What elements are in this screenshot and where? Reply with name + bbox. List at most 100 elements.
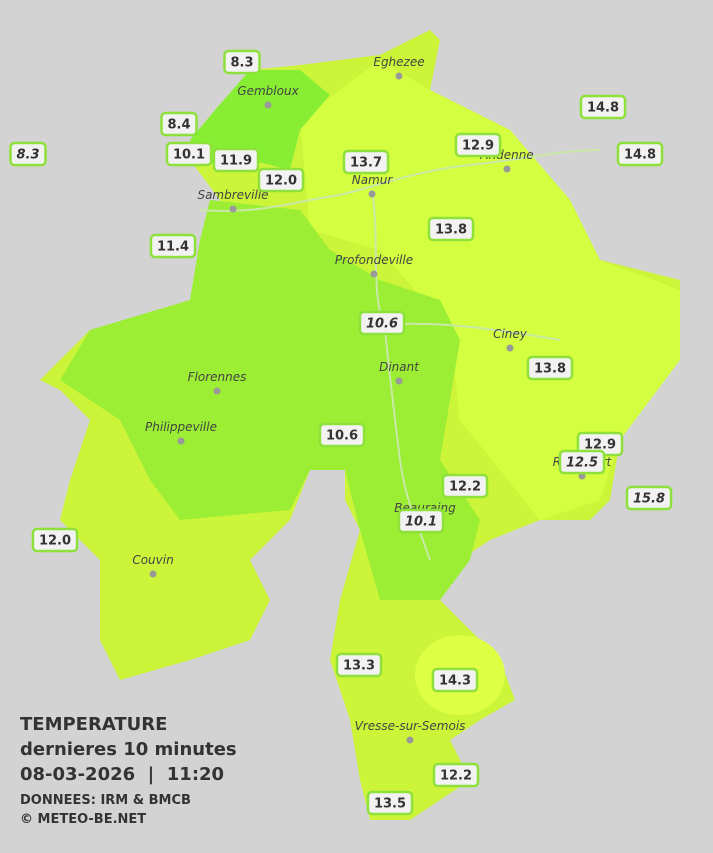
station-box xyxy=(454,132,502,158)
station: 12.5 xyxy=(558,449,606,475)
station: 13.7 xyxy=(342,149,390,175)
station-value: 13.8 xyxy=(435,223,467,238)
cold-zone xyxy=(190,70,330,170)
city-label: Namur xyxy=(352,173,394,187)
station-box xyxy=(257,167,305,193)
station-value: 10.1 xyxy=(173,148,205,163)
station-value: 12.0 xyxy=(265,174,297,189)
station-value: 10.1 xyxy=(405,515,437,530)
station-box xyxy=(160,111,198,137)
station-box xyxy=(342,149,390,175)
station-box xyxy=(223,49,261,75)
station: 14.8 xyxy=(579,94,627,120)
station-value: 13.8 xyxy=(534,362,566,377)
city-label: Ciney xyxy=(493,327,528,341)
city-dot xyxy=(395,72,403,80)
station-box xyxy=(31,527,79,553)
legend-timestamp: 08-03-2026 | 11:20 xyxy=(20,764,224,785)
station-value: 13.3 xyxy=(343,659,375,674)
city-label: Profondeville xyxy=(335,253,413,267)
station-box xyxy=(579,94,627,120)
station-value: 15.8 xyxy=(633,492,665,507)
legend-source: DONNEES: IRM & BMCB xyxy=(20,793,191,808)
station-value: 11.4 xyxy=(157,240,189,255)
station: 13.8 xyxy=(526,355,574,381)
station: 12.9 xyxy=(576,431,624,457)
station-box xyxy=(165,141,213,167)
station-box xyxy=(432,762,480,788)
station-value: 14.8 xyxy=(587,101,619,116)
station: 14.8 xyxy=(616,141,664,167)
station: 11.4 xyxy=(149,233,197,259)
legend-subtitle: dernieres 10 minutes xyxy=(20,739,237,760)
city-dot xyxy=(177,437,185,445)
city-label: Gembloux xyxy=(237,84,299,98)
cool-zone xyxy=(60,200,480,600)
station: 10.6 xyxy=(318,422,366,448)
station: 10.1 xyxy=(165,141,213,167)
station-box xyxy=(427,216,475,242)
city-label: Philippeville xyxy=(145,420,217,434)
station-box xyxy=(366,790,414,816)
station-value: 12.2 xyxy=(449,480,481,495)
city-label: Vresse-sur-Semois xyxy=(355,719,466,733)
legend-copyright: © METEO-BE.NET xyxy=(20,812,146,827)
station-box xyxy=(625,485,673,511)
city-label: Sambreville xyxy=(197,188,268,202)
station: 8.3 xyxy=(9,141,47,167)
city-label: Dinant xyxy=(379,360,420,374)
city-dot xyxy=(506,344,514,352)
station-box xyxy=(616,141,664,167)
city-dot xyxy=(213,387,221,395)
station: 10.1 xyxy=(397,508,445,534)
station-box xyxy=(335,652,383,678)
city-label: Florennes xyxy=(188,370,247,384)
station: 12.2 xyxy=(441,473,489,499)
station-value: 13.7 xyxy=(350,156,382,171)
station-value: 12.5 xyxy=(566,456,598,471)
city-label: Couvin xyxy=(132,553,173,567)
station: 15.8 xyxy=(625,485,673,511)
station-box xyxy=(318,422,366,448)
station-value: 12.9 xyxy=(584,438,616,453)
station-box xyxy=(9,141,47,167)
station: 13.5 xyxy=(366,790,414,816)
station-value: 8.3 xyxy=(16,148,39,163)
station-value: 12.0 xyxy=(39,534,71,549)
station-box xyxy=(558,449,606,475)
station: 8.3 xyxy=(223,49,261,75)
station-value: 12.9 xyxy=(462,139,494,154)
station-box xyxy=(441,473,489,499)
station-value: 14.3 xyxy=(439,674,471,689)
city-dot xyxy=(406,736,414,744)
city-dot xyxy=(503,165,511,173)
station-box xyxy=(149,233,197,259)
station: 13.3 xyxy=(335,652,383,678)
station-box xyxy=(431,667,479,693)
station-box xyxy=(212,147,260,173)
station: 8.4 xyxy=(160,111,198,137)
warm-zone xyxy=(300,60,680,520)
legend-title: TEMPERATURE xyxy=(20,714,167,735)
station: 12.9 xyxy=(454,132,502,158)
station: 12.0 xyxy=(257,167,305,193)
station-value: 11.9 xyxy=(220,154,252,169)
station-value: 12.2 xyxy=(440,769,472,784)
city-dot xyxy=(368,190,376,198)
station: 14.3 xyxy=(431,667,479,693)
station-value: 8.3 xyxy=(230,56,253,71)
station: 10.6 xyxy=(358,310,406,336)
city-label: Eghezee xyxy=(373,55,424,69)
station-value: 13.5 xyxy=(374,797,406,812)
city-dot xyxy=(264,101,272,109)
station-box xyxy=(397,508,445,534)
station-box xyxy=(358,310,406,336)
city-dot xyxy=(395,377,403,385)
station: 11.9 xyxy=(212,147,260,173)
city-dot xyxy=(149,570,157,578)
station-value: 10.6 xyxy=(326,429,358,444)
station: 13.8 xyxy=(427,216,475,242)
station: 12.0 xyxy=(31,527,79,553)
station-value: 10.6 xyxy=(366,317,398,332)
